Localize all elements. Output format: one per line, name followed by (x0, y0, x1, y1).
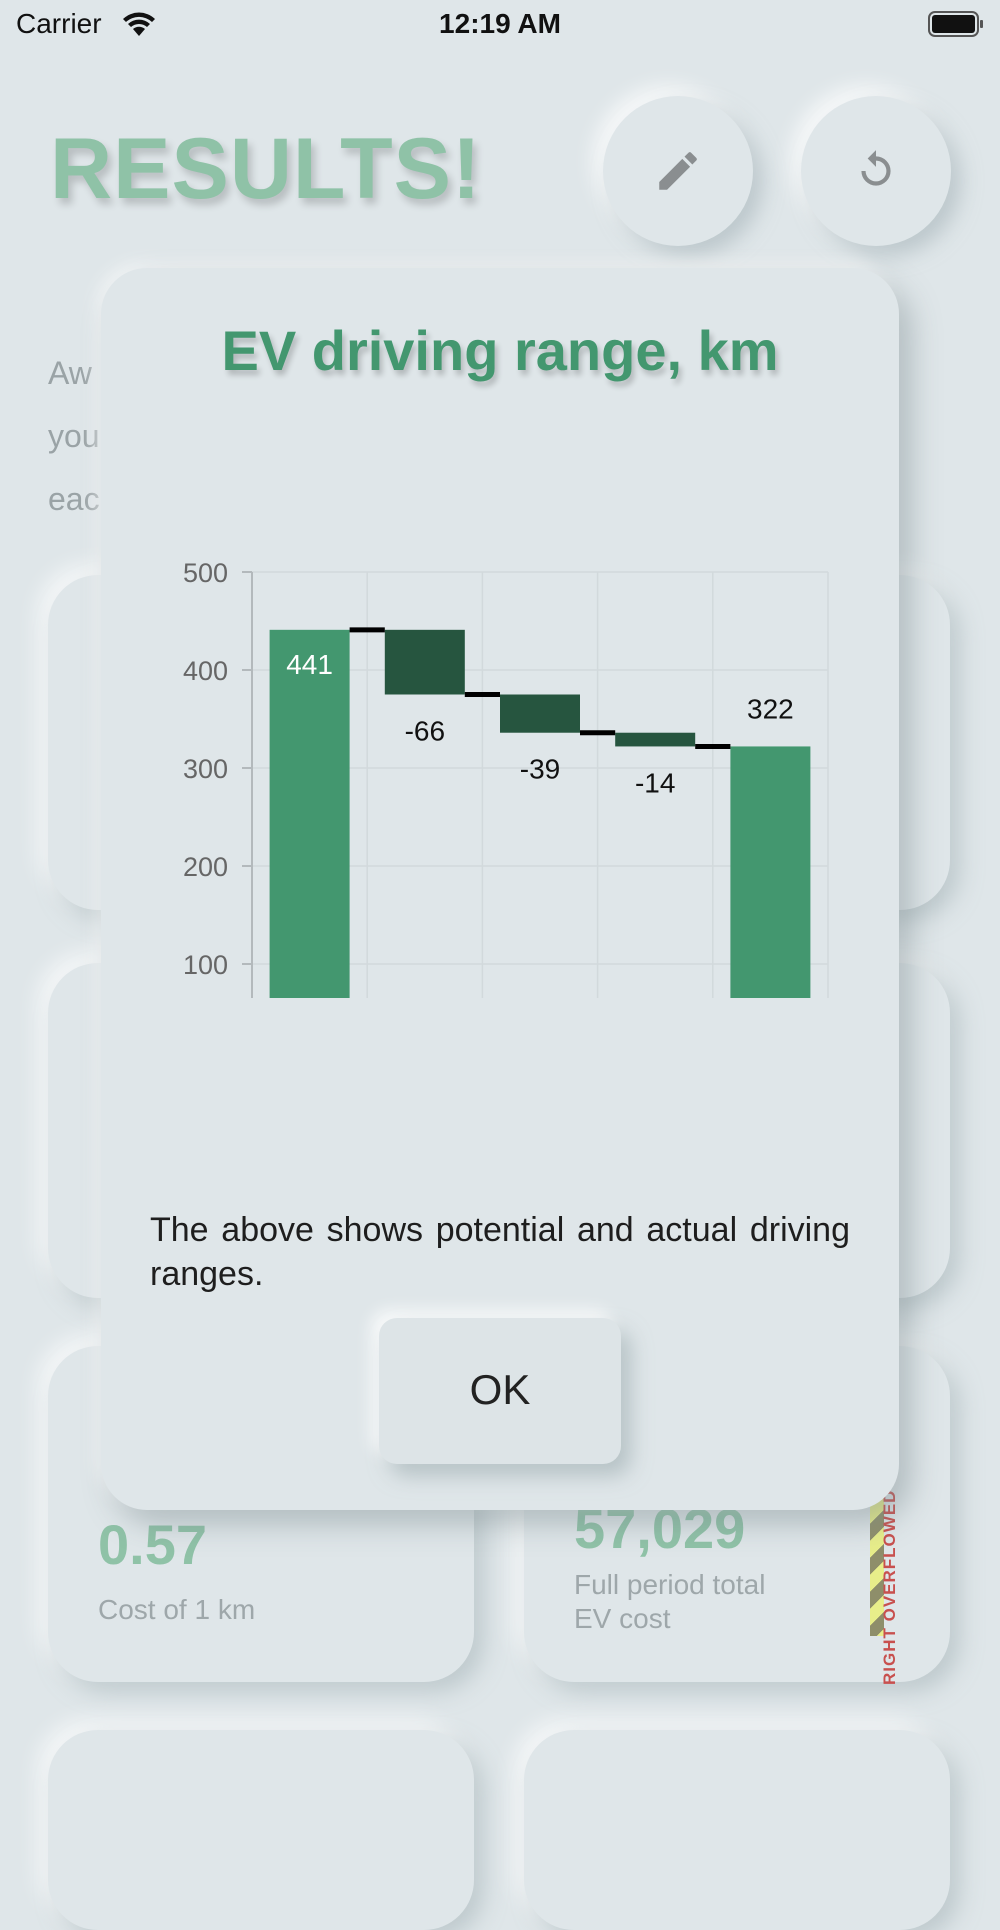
bar (615, 732, 696, 747)
bar (730, 746, 811, 998)
bar (269, 629, 350, 998)
overflow-indicator (870, 1490, 884, 1636)
intro-text-line: Aw (48, 355, 92, 391)
dialog-title: EV driving range, km (221, 319, 779, 382)
data-label: -66 (405, 716, 445, 747)
intro-text-line: you (48, 418, 100, 454)
total-cost-label-line: Full period total (574, 1569, 766, 1600)
bar (384, 629, 465, 695)
pencil-icon (659, 152, 697, 190)
overflow-warning-text: RIGHT OVERFLOWED BY (880, 1470, 899, 1685)
result-card (48, 1730, 474, 1930)
waterfall-chart: 0100200300400500441-66-39-14322POTENTIAL… (183, 558, 829, 998)
ok-button-label: OK (469, 1366, 531, 1413)
result-card (524, 1730, 950, 1930)
y-tick-label: 500 (183, 558, 228, 588)
results-title: RESULTS! (50, 121, 482, 217)
bar (500, 694, 580, 733)
reset-button[interactable] (801, 96, 951, 246)
range-dialog: EV driving range, km 0100200300400500441… (101, 268, 899, 1510)
y-tick-label: 400 (183, 656, 228, 686)
refresh-icon (861, 150, 891, 186)
dialog-description: The above shows potential and actual dri… (150, 1211, 850, 1293)
cost-per-km-value: 0.57 (98, 1513, 207, 1576)
y-tick-label: 300 (183, 754, 228, 784)
y-tick-label: 200 (183, 852, 228, 882)
intro-text-line: eac (48, 481, 100, 517)
total-cost-label-line: EV cost (574, 1603, 671, 1634)
data-label: 322 (747, 693, 794, 724)
data-label: -14 (635, 767, 675, 798)
edit-button[interactable] (603, 96, 753, 246)
battery-icon (928, 11, 983, 37)
ok-button[interactable]: OK (379, 1318, 621, 1464)
overflow-warning: RIGHT OVERFLOWED BY (880, 1470, 910, 1685)
clock: 12:19 AM (439, 8, 561, 39)
carrier-label: Carrier (16, 8, 102, 39)
y-tick-label: 100 (183, 950, 228, 980)
status-bar: Carrier 12:19 AM (0, 0, 1000, 50)
wifi-icon (123, 12, 155, 36)
data-label: -39 (520, 754, 560, 785)
cost-per-km-label: Cost of 1 km (98, 1594, 256, 1625)
data-label: 441 (286, 649, 333, 680)
